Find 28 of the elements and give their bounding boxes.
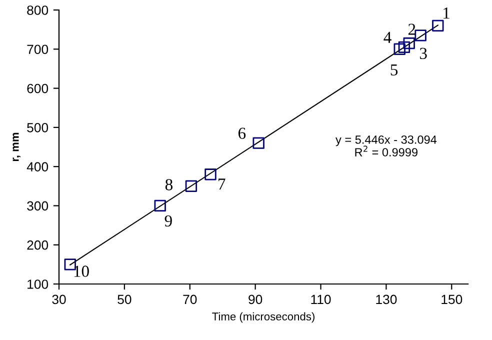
annotation: 8 bbox=[165, 179, 172, 190]
y-tick-label: 600 bbox=[27, 84, 48, 94]
x-tick-label: 30 bbox=[52, 294, 66, 304]
y-tick-label: 500 bbox=[27, 122, 48, 132]
annotation: 1 bbox=[444, 8, 450, 19]
annotation: 4 bbox=[384, 32, 392, 43]
x-tick-label: 110 bbox=[311, 294, 331, 304]
y-tick-label: 100 bbox=[28, 280, 48, 289]
annotation: 3 bbox=[420, 48, 427, 60]
y-tick-label: 400 bbox=[26, 162, 48, 172]
y-tick-label: 300 bbox=[27, 201, 48, 211]
x-tick-label: 50 bbox=[118, 294, 132, 304]
annotation: 10 bbox=[74, 266, 89, 277]
x-tick-label: 70 bbox=[183, 294, 197, 304]
x-axis-title: Time (microseconds) bbox=[212, 312, 314, 323]
annotation: 7 bbox=[218, 178, 226, 190]
y-axis-title: r, mm bbox=[12, 132, 20, 162]
annotation: 2 bbox=[408, 24, 416, 35]
x-tick-label: 150 bbox=[442, 294, 462, 304]
annotation: y = 5.446x - 33.094 R$^{2}$ = 0.9999 bbox=[336, 135, 437, 156]
x-tick-label: 130 bbox=[376, 294, 397, 304]
y-tick-label: 800 bbox=[27, 6, 48, 15]
annotation: 5 bbox=[390, 64, 398, 76]
y-tick-label: 200 bbox=[27, 240, 48, 250]
x-tick-label: 90 bbox=[248, 294, 262, 304]
y-tick-label: 700 bbox=[27, 44, 48, 54]
annotation: 9 bbox=[164, 215, 172, 227]
annotation: 6 bbox=[238, 128, 246, 139]
